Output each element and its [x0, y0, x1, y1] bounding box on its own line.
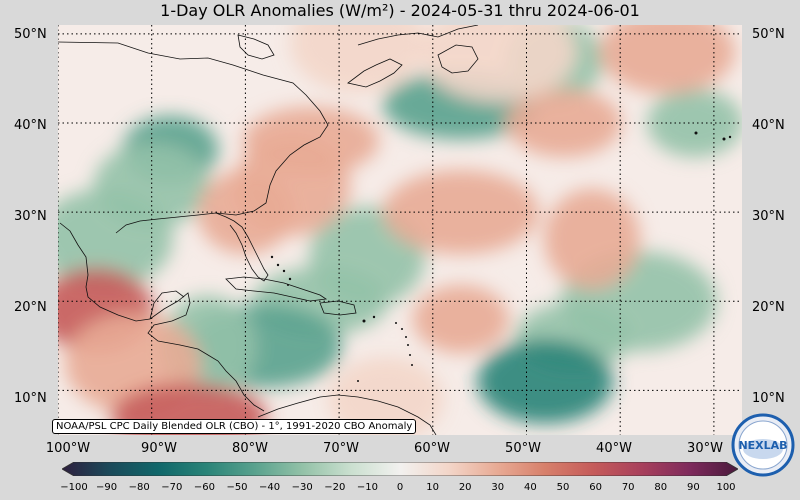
lat-label-10n-left: 10°N [14, 391, 47, 406]
lat-label-20n-left: 20°N [14, 300, 47, 315]
anomaly-field [58, 25, 742, 435]
lon-label-90w: 90°W [141, 441, 177, 456]
olr-anomaly-map [58, 25, 742, 435]
colorbar-tick-label: −80 [128, 482, 150, 493]
colorbar-tick-label: −10 [356, 482, 378, 493]
great-lakes [237, 34, 275, 60]
colorbar-tick-label: 20 [458, 482, 472, 493]
anomaly-patch [242, 106, 379, 175]
lon-label-70w: 70°W [323, 441, 359, 456]
colorbar [62, 462, 738, 476]
colorbar-tick-label: 30 [491, 482, 505, 493]
colorbar-tick-label: −100 [60, 482, 88, 493]
lat-label-20n-right: 20°N [752, 300, 785, 315]
colorbar-tick-label: 80 [654, 482, 668, 493]
lon-label-60w: 60°W [414, 441, 450, 456]
lon-label-40w: 40°W [596, 441, 632, 456]
anomaly-patch [412, 285, 509, 354]
colorbar-tick-label: 100 [716, 482, 736, 493]
colorbar-tick-label: −30 [291, 482, 313, 493]
lat-label-30n-left: 30°N [14, 209, 47, 224]
source-label: NOAA/PSL CPC Daily Blended OLR (CBO) - 1… [52, 419, 417, 434]
yucatan [149, 290, 185, 320]
anomaly-patch [505, 89, 622, 158]
anomaly-patch [647, 89, 742, 158]
colorbar-tick-label: 0 [396, 482, 404, 493]
colorbar-tick-label: −50 [226, 482, 248, 493]
svg-text:NEXLAB: NEXLAB [738, 439, 787, 452]
anomaly-patch [289, 25, 426, 93]
lat-label-50n-left: 50°N [14, 27, 47, 42]
colorbar-tick-label: −20 [324, 482, 346, 493]
cuba [225, 276, 328, 302]
lat-label-30n-right: 30°N [752, 209, 785, 224]
lon-label-30w: 30°W [687, 441, 723, 456]
north-america-coastline [58, 41, 329, 234]
small-islands [270, 131, 732, 382]
graticule [58, 25, 742, 435]
gulf-coast [59, 222, 265, 412]
lon-label-80w: 80°W [232, 441, 268, 456]
colorbar-tick-label: −70 [161, 482, 183, 493]
coastlines [58, 25, 479, 435]
colorbar-tick-label: −60 [193, 482, 215, 493]
lat-label-40n-right: 40°N [752, 118, 785, 133]
colorbar-tick-label: 40 [524, 482, 537, 493]
nexlab-logo: NEXLAB [731, 413, 795, 477]
anomaly-patch [420, 25, 577, 102]
labrador-coast [357, 25, 479, 46]
colorbar-tick-label: 10 [426, 482, 439, 493]
map-title: 1-Day OLR Anomalies (W/m²) - 2024-05-31 … [160, 1, 640, 20]
nova-scotia [347, 58, 403, 88]
lat-label-40n-left: 40°N [14, 118, 47, 133]
colorbar-tick-label: 60 [589, 482, 602, 493]
anomaly-patch [477, 339, 614, 424]
colorbar-tick-label: 90 [687, 482, 700, 493]
newfoundland [437, 44, 479, 74]
florida [215, 212, 269, 282]
lat-label-50n-right: 50°N [752, 27, 785, 42]
colorbar-tick-label: −90 [96, 482, 118, 493]
colorbar-tick-label: 70 [621, 482, 635, 493]
colorbar-tick-label: −40 [259, 482, 281, 493]
anomaly-patch [544, 188, 641, 289]
anomaly-patch [599, 25, 736, 94]
anomaly-patch [382, 170, 539, 255]
lat-label-10n-right: 10°N [752, 391, 785, 406]
lon-label-100w: 100°W [45, 441, 91, 456]
south-america-coast [257, 394, 437, 435]
lon-label-50w: 50°W [505, 441, 541, 456]
colorbar-gradient [62, 462, 738, 476]
colorbar-tick-label: 50 [556, 482, 570, 493]
